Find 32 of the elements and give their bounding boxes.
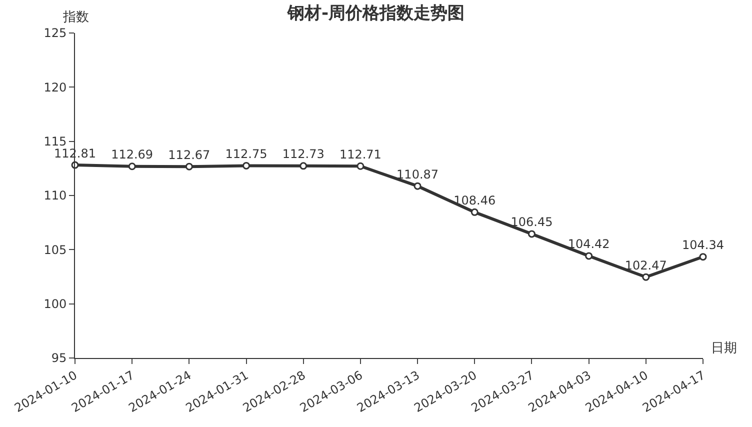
point [585, 252, 593, 260]
data-label: 112.75 [225, 146, 268, 161]
y-axis-title: 指数 [62, 10, 89, 25]
chart-title: 钢材-周价格指数走势图 [286, 3, 465, 24]
y-tick-label: 95 [51, 351, 67, 366]
point [185, 162, 193, 170]
y-tick-label: 120 [44, 80, 67, 94]
data-label: 112.69 [111, 148, 154, 162]
point [528, 230, 536, 238]
point [300, 162, 308, 170]
y-tick-label: 100 [44, 297, 67, 312]
data-label: 112.73 [282, 147, 324, 162]
data-label: 104.42 [568, 237, 610, 252]
point [470, 208, 478, 216]
y-tick-label: 105 [44, 242, 67, 257]
data-label: 108.46 [454, 193, 496, 208]
point [414, 182, 422, 190]
data-label: 102.47 [624, 258, 667, 272]
data-label: 106.45 [510, 215, 553, 230]
point [356, 162, 364, 170]
data-label: 112.67 [168, 148, 210, 162]
x-axis-title: 日期 [711, 341, 737, 356]
point [642, 273, 650, 281]
point [128, 162, 136, 170]
point [242, 162, 250, 170]
data-label: 104.34 [682, 238, 724, 252]
y-tick-label: 115 [44, 134, 67, 149]
y-tick-label: 110 [44, 188, 67, 203]
y-tick-label: 125 [44, 26, 67, 40]
data-label: 110.87 [396, 167, 439, 182]
point [699, 253, 707, 261]
data-label: 112.71 [339, 147, 382, 162]
